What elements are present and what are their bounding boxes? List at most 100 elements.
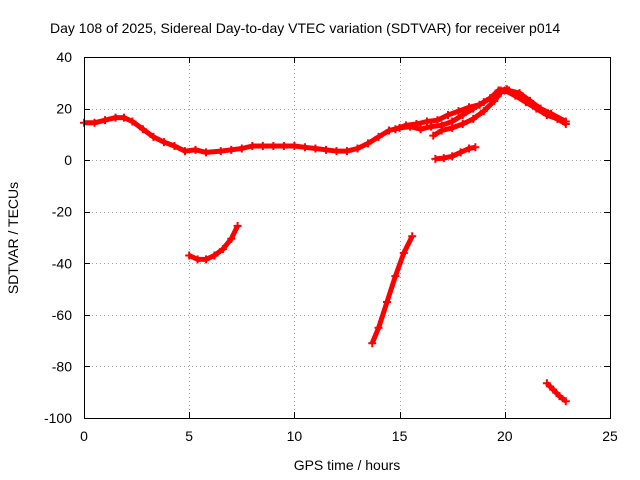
- x-tick-label: 15: [392, 428, 408, 444]
- y-axis-label: SDTVAR / TECUs: [5, 182, 21, 294]
- data-point: [427, 122, 436, 131]
- data-point: [269, 141, 278, 150]
- data-point: [479, 107, 488, 116]
- data-point: [300, 143, 309, 152]
- data-point: [374, 323, 383, 332]
- x-axis-label: GPS time / hours: [294, 457, 401, 473]
- series-layer: [80, 85, 570, 406]
- y-tick-label: 20: [56, 101, 72, 117]
- data-point: [149, 132, 158, 141]
- data-point: [119, 113, 128, 122]
- data-point: [202, 255, 211, 264]
- y-tick-label: -100: [44, 410, 72, 426]
- data-point: [549, 385, 558, 394]
- data-point: [210, 251, 219, 260]
- data-point: [490, 96, 499, 105]
- data-point: [465, 103, 474, 112]
- data-point: [456, 148, 465, 157]
- data-point: [443, 111, 452, 120]
- data-point: [532, 104, 541, 113]
- data-point: [218, 245, 227, 254]
- plot-frame: [84, 57, 611, 419]
- data-point: [227, 234, 236, 243]
- data-point: [401, 121, 410, 130]
- series-segment-near-14h: [369, 235, 415, 345]
- data-point: [193, 255, 202, 264]
- data-point: [471, 143, 480, 152]
- data-point: [496, 89, 505, 98]
- data-point: [486, 94, 495, 103]
- data-point: [258, 141, 267, 150]
- data-point: [437, 126, 446, 135]
- data-point: [391, 272, 400, 281]
- data-point: [233, 221, 242, 230]
- data-point: [138, 125, 147, 134]
- data-point: [469, 114, 478, 123]
- data-point: [321, 145, 330, 154]
- data-point: [111, 113, 120, 122]
- data-point: [521, 98, 530, 107]
- x-tick-label: 20: [497, 428, 513, 444]
- data-point: [448, 123, 457, 132]
- data-point: [374, 132, 383, 141]
- data-point: [555, 392, 564, 401]
- data-point: [511, 91, 520, 100]
- data-point: [422, 117, 431, 126]
- grid-lines: [84, 57, 610, 418]
- axis-ticks: [84, 57, 611, 419]
- data-point: [311, 144, 320, 153]
- data-point: [227, 145, 236, 154]
- data-point: [475, 100, 484, 109]
- y-tick-label: 0: [64, 152, 72, 168]
- x-tick-label: 5: [185, 428, 193, 444]
- x-tick-label: 25: [602, 428, 618, 444]
- data-point: [382, 297, 391, 306]
- data-point: [170, 141, 179, 150]
- data-point: [101, 116, 110, 125]
- series-segment-near-22h: [545, 381, 568, 404]
- data-point: [399, 248, 408, 257]
- data-point: [191, 145, 200, 154]
- data-point: [448, 152, 457, 161]
- data-point: [159, 138, 168, 147]
- data-point: [542, 379, 551, 388]
- data-point: [237, 144, 246, 153]
- y-tick-label: -80: [52, 358, 72, 374]
- data-point: [332, 147, 341, 156]
- data-point: [412, 120, 421, 129]
- data-point: [408, 232, 417, 241]
- data-point: [465, 144, 474, 153]
- data-point: [561, 397, 570, 406]
- data-point: [561, 120, 570, 129]
- data-point: [290, 141, 299, 150]
- data-point: [433, 116, 442, 125]
- y-tick-label: 40: [56, 49, 72, 65]
- data-point: [279, 141, 288, 150]
- data-point: [90, 118, 99, 127]
- x-tick-label: 10: [287, 428, 303, 444]
- chart-title: Day 108 of 2025, Sidereal Day-to-day VTE…: [50, 20, 560, 36]
- data-point: [185, 251, 194, 260]
- data-point: [458, 120, 467, 129]
- data-point: [500, 86, 509, 95]
- x-tick-label: 0: [80, 428, 88, 444]
- y-tick-label: -20: [52, 204, 72, 220]
- data-point: [458, 111, 467, 120]
- data-point: [553, 114, 562, 123]
- y-tick-label: -40: [52, 255, 72, 271]
- data-point: [343, 147, 351, 156]
- data-point: [353, 144, 362, 153]
- data-point: [216, 147, 225, 156]
- data-point: [368, 339, 377, 348]
- data-point: [180, 147, 189, 156]
- data-point: [416, 125, 425, 134]
- data-point: [431, 154, 440, 163]
- data-point: [454, 107, 463, 116]
- data-point: [248, 141, 257, 150]
- data-point: [429, 131, 438, 140]
- y-tick-label: -60: [52, 307, 72, 323]
- data-point: [439, 154, 448, 163]
- data-point: [128, 117, 137, 126]
- data-point: [391, 125, 400, 134]
- data-point: [202, 148, 211, 157]
